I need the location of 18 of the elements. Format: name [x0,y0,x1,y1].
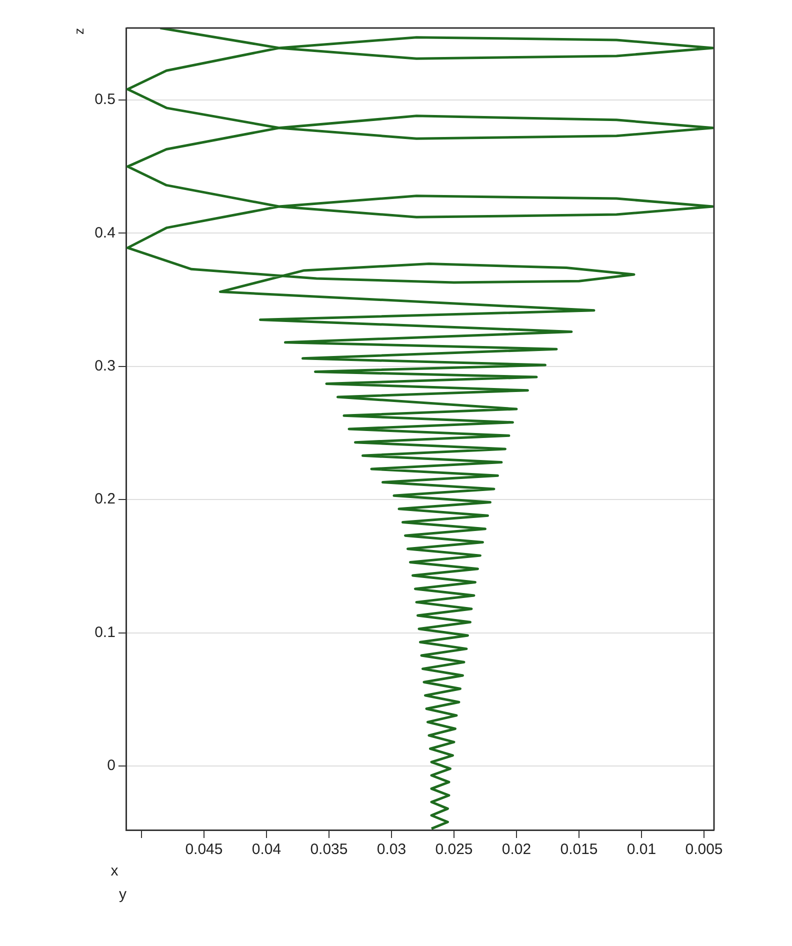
x-tick-label: 0.025 [435,841,473,858]
y-axis-title: z [71,28,86,34]
y-tick-label: 0 [107,757,116,774]
x-tick-label: 0.03 [376,841,406,858]
y-tick-label: 0.2 [94,490,116,508]
x-tick-label: 0.015 [560,841,598,858]
y-tick-label: 0.3 [94,358,116,375]
y-tick-label: 0.1 [94,624,116,641]
x-tick-label: 0.04 [252,841,282,858]
x-tick-label: 0.005 [685,841,723,858]
x-tick-label: 0.02 [502,841,532,858]
x-tick-label: 0.01 [626,841,656,858]
x-tick-label: 0.035 [310,841,348,858]
text: x [110,862,119,880]
y-tick-label: 0.5 [94,91,116,108]
x-tick-label: 0.045 [185,841,223,858]
x-axis-title: y [118,886,127,904]
y-tick-label: 0.4 [94,224,116,242]
